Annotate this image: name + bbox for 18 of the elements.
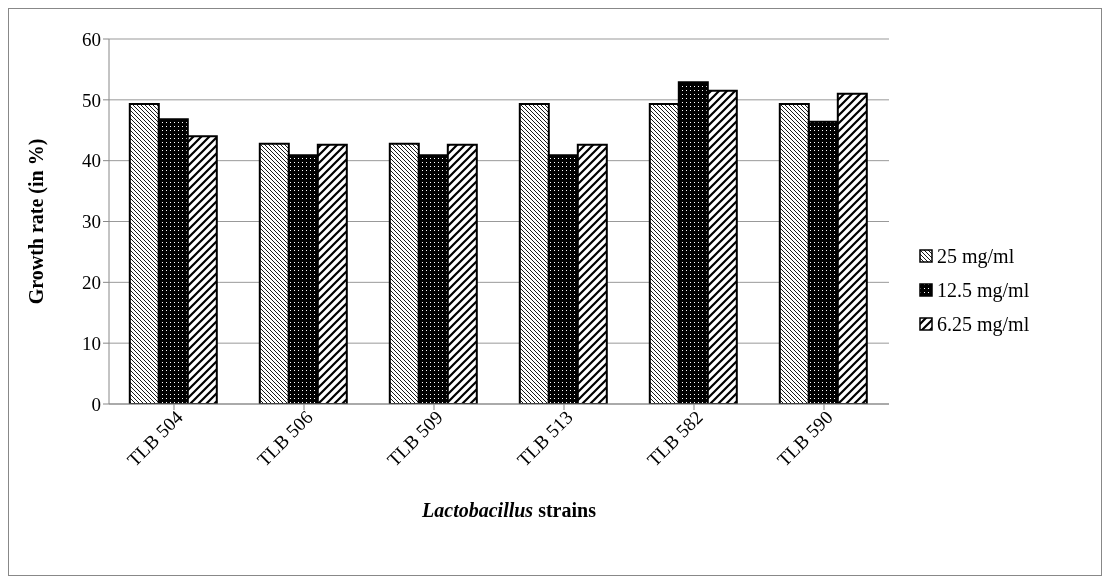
y-tick-label: 40: [82, 150, 101, 172]
legend-label: 25 mg/ml: [937, 244, 1015, 268]
x-tick-label: TLB 582: [642, 406, 707, 471]
y-tick-label: 0: [91, 393, 101, 415]
y-tick-label: 30: [82, 211, 101, 233]
x-tick-label: TLB 506: [252, 406, 317, 471]
y-tick-label: 50: [82, 89, 101, 111]
y-tick-label: 20: [82, 272, 101, 294]
x-tick-label: TLB 504: [122, 406, 188, 471]
y-axis-title: Growth rate (in %): [25, 138, 49, 305]
y-tick-label: 60: [82, 28, 101, 50]
x-tick-label: TLB 590: [772, 406, 837, 471]
x-tick-label: TLB 509: [382, 406, 447, 471]
legend-label: 12.5 mg/ml: [937, 278, 1030, 302]
legend-label: 6.25 mg/ml: [937, 312, 1030, 336]
x-tick-label: TLB 513: [512, 406, 577, 471]
x-axis-title: Lactobacillus strains: [421, 499, 597, 522]
y-tick-label: 10: [82, 332, 101, 354]
